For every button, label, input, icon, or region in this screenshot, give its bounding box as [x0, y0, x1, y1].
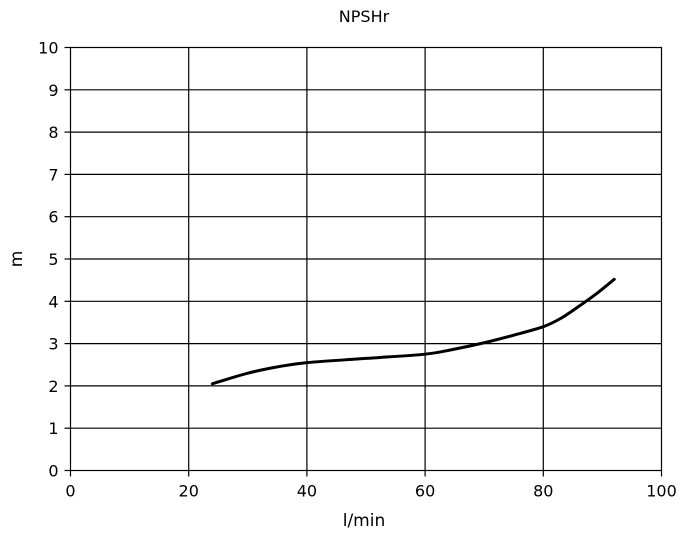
x-tick-label: 20 [179, 482, 199, 501]
y-tick-label: 1 [48, 419, 58, 438]
x-tick-label: 60 [415, 482, 435, 501]
y-tick-label: 5 [48, 250, 58, 269]
x-tick-label: 80 [533, 482, 553, 501]
y-tick-label: 8 [48, 123, 58, 142]
y-tick-label: 0 [48, 462, 58, 481]
grid-lines [70, 47, 662, 471]
y-tick-label: 4 [48, 292, 58, 311]
x-tick-label: 100 [646, 482, 677, 501]
y-tick-label: 3 [48, 335, 58, 354]
y-tick-label: 10 [38, 39, 58, 58]
y-axis-title: m [7, 251, 27, 268]
axis-ticks [64, 46, 663, 477]
npshr-curve [210, 277, 616, 386]
y-tick-label: 9 [48, 81, 58, 100]
chart-title: NPSHr [339, 7, 390, 26]
y-tick-label: 2 [48, 377, 58, 396]
x-tick-label: 0 [65, 482, 75, 501]
y-tick-label: 6 [48, 208, 58, 227]
y-tick-label: 7 [48, 165, 58, 184]
x-tick-label: 40 [297, 482, 317, 501]
x-axis-title: l/min [343, 511, 386, 531]
